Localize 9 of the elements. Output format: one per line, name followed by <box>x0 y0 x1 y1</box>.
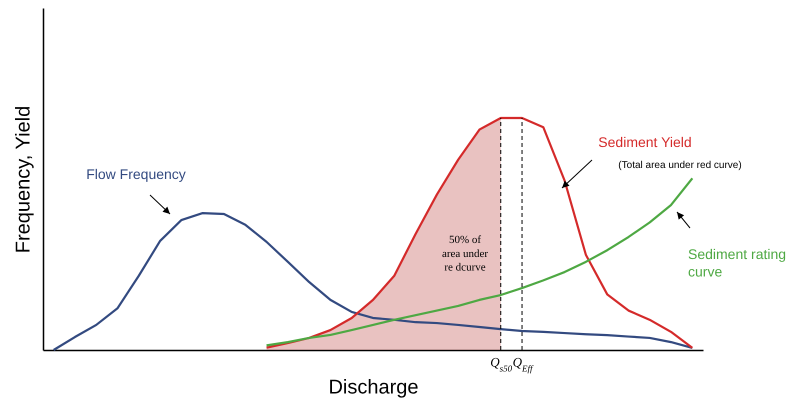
text: Sediment rating curve <box>688 246 786 280</box>
annotation: (Total area under red curve) <box>618 160 742 171</box>
text: Flow Frequency <box>86 166 186 182</box>
annotation: 50% of area under re dcurve <box>442 234 488 274</box>
x-tick-label: Q$_{s50}$ <box>490 354 513 374</box>
x-axis-title: Discharge <box>328 376 419 398</box>
text: Sediment Yield <box>598 134 692 150</box>
x-tick-label: Q$_{Eff}$ <box>512 354 534 374</box>
y-axis-title: Frequency, Yield <box>12 106 34 254</box>
